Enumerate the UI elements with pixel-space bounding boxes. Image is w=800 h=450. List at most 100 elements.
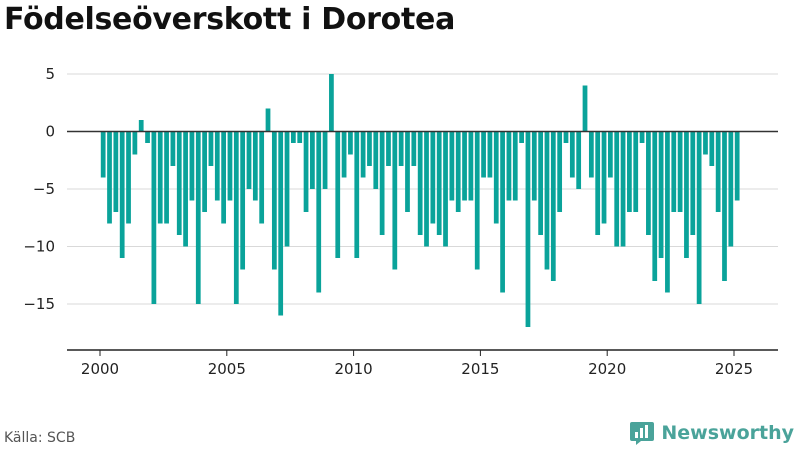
x-tick-label: 2025 xyxy=(715,360,753,378)
bar xyxy=(240,131,246,270)
bar xyxy=(151,131,157,304)
bar xyxy=(208,131,214,166)
bar xyxy=(214,131,220,201)
bar xyxy=(233,131,239,304)
bar xyxy=(620,131,626,247)
bar xyxy=(354,131,360,258)
y-tick-label: 0 xyxy=(45,123,55,141)
y-tick-label: −15 xyxy=(23,295,55,313)
bar xyxy=(500,131,505,293)
bar xyxy=(316,131,322,293)
bar xyxy=(373,131,379,189)
bar xyxy=(126,131,131,224)
bar xyxy=(310,131,315,189)
bar xyxy=(646,131,651,235)
bar xyxy=(544,131,550,270)
bar xyxy=(703,131,708,155)
bar xyxy=(424,131,429,247)
bar xyxy=(512,131,518,201)
bar xyxy=(728,131,734,247)
bar xyxy=(576,131,582,189)
bar xyxy=(360,131,366,178)
bar xyxy=(531,131,537,201)
bar xyxy=(474,131,480,270)
bar xyxy=(582,85,588,132)
bar xyxy=(487,131,493,178)
bar xyxy=(265,108,271,132)
bar xyxy=(411,131,417,166)
bar xyxy=(246,131,252,189)
y-tick-label: −5 xyxy=(33,180,55,198)
bar xyxy=(595,131,601,235)
x-tick-label: 2015 xyxy=(461,360,499,378)
bar xyxy=(170,131,176,166)
brand-name: Newsworthy xyxy=(661,422,794,444)
bar xyxy=(221,131,227,224)
bar xyxy=(550,131,556,281)
bar xyxy=(392,131,398,270)
bar xyxy=(639,131,645,143)
bar xyxy=(100,131,106,178)
bar xyxy=(284,131,290,247)
bar xyxy=(696,131,702,304)
bar xyxy=(449,131,455,201)
bar xyxy=(405,131,410,212)
bar xyxy=(367,131,372,166)
bar xyxy=(341,131,347,178)
bar xyxy=(614,131,620,247)
bar xyxy=(734,131,740,201)
bar xyxy=(443,131,448,247)
bar xyxy=(722,131,727,281)
x-tick-label: 2005 xyxy=(208,360,246,378)
bar xyxy=(493,131,499,224)
bar xyxy=(107,131,112,224)
bar xyxy=(481,131,486,178)
bar xyxy=(519,131,524,143)
bars xyxy=(100,74,740,327)
bar xyxy=(417,131,423,235)
bar xyxy=(652,131,658,281)
bar xyxy=(709,131,715,166)
bar xyxy=(569,131,575,178)
x-tick-label: 2010 xyxy=(335,360,373,378)
bar xyxy=(202,131,207,212)
bar xyxy=(601,131,607,224)
bar xyxy=(398,131,404,166)
bar xyxy=(176,131,182,235)
bar xyxy=(157,131,163,224)
x-tick-label: 2000 xyxy=(81,360,119,378)
bar xyxy=(322,131,328,189)
bar xyxy=(119,131,125,258)
bar xyxy=(195,131,201,304)
bar xyxy=(607,131,613,178)
bar xyxy=(563,131,569,143)
bar xyxy=(113,131,119,212)
chart-title: Födelseöverskott i Dorotea xyxy=(4,2,456,37)
axes xyxy=(67,130,778,356)
bar xyxy=(588,131,594,178)
bar xyxy=(271,131,277,270)
bar xyxy=(658,131,664,258)
bar xyxy=(386,131,391,166)
brand[interactable]: Newsworthy xyxy=(629,420,794,446)
bar xyxy=(183,131,188,247)
bar xyxy=(164,131,169,224)
bar xyxy=(189,131,195,201)
bar xyxy=(627,131,632,212)
bar xyxy=(690,131,696,235)
bar xyxy=(525,131,531,327)
bar xyxy=(335,131,341,258)
bar xyxy=(252,131,258,201)
newsworthy-logo-icon xyxy=(630,422,655,445)
bar xyxy=(436,131,442,235)
bar xyxy=(290,131,296,143)
bar xyxy=(379,131,385,235)
bar xyxy=(677,131,683,212)
bar xyxy=(227,131,233,201)
bar xyxy=(278,131,284,316)
y-tick-label: −10 xyxy=(23,238,55,256)
bar xyxy=(506,131,512,201)
bar xyxy=(348,131,353,155)
bar xyxy=(462,131,467,201)
bar xyxy=(455,131,461,212)
